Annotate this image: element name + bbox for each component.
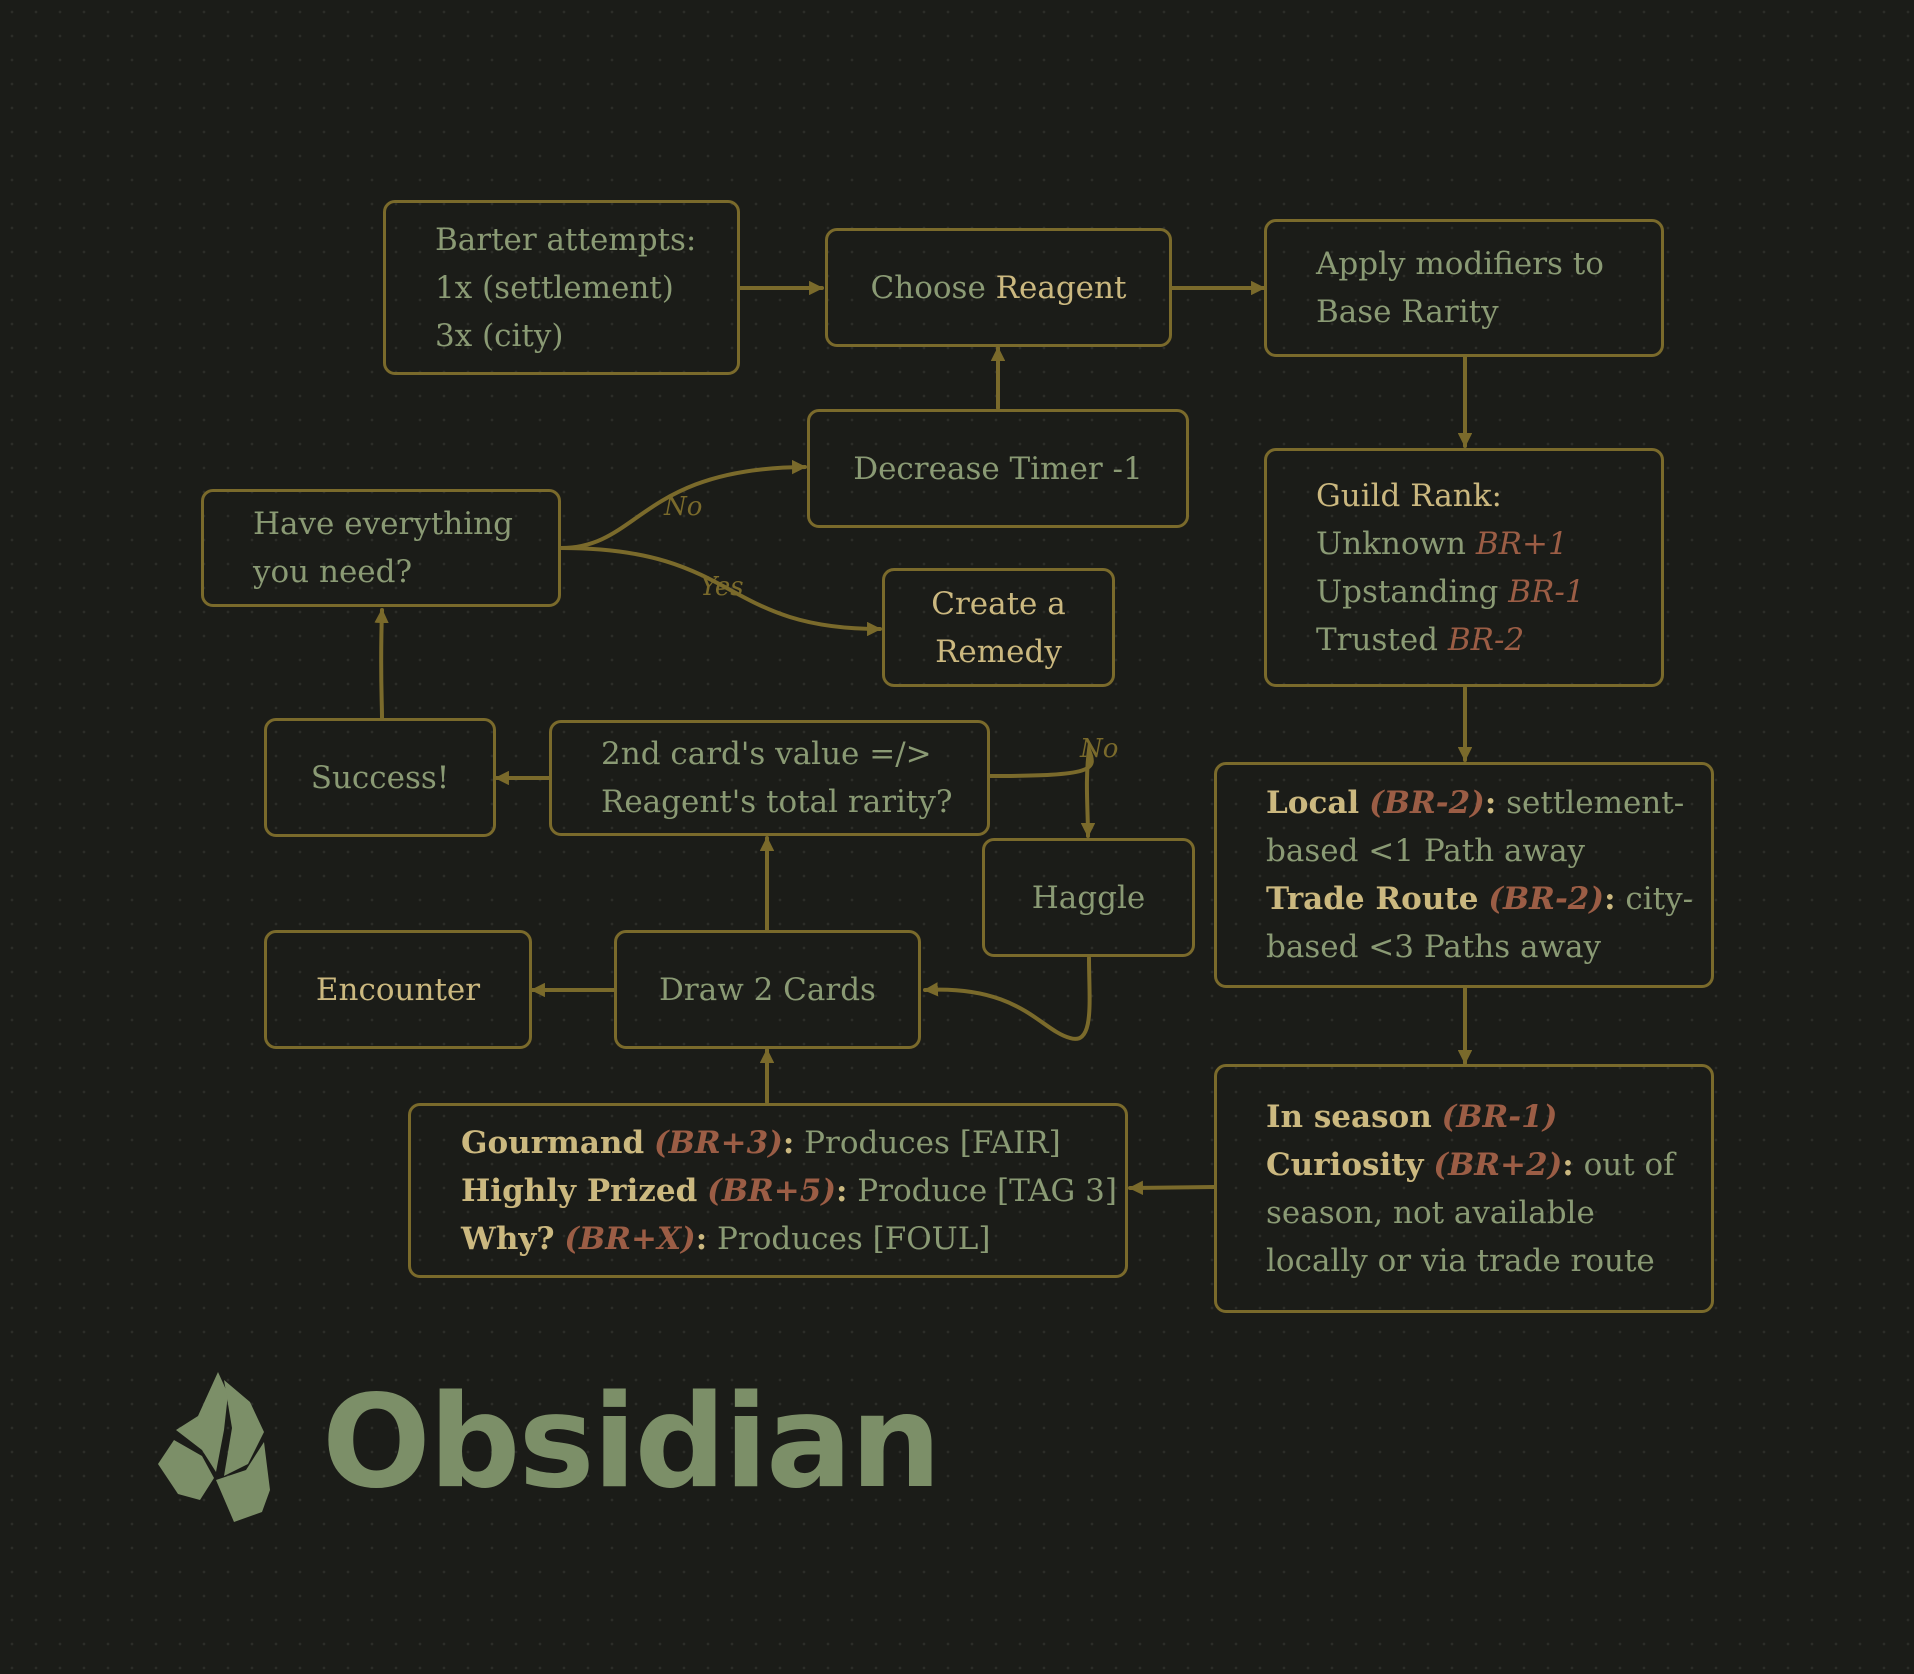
edge-compare-no-to-haggle [988, 742, 1096, 838]
curiosity-line-3: locally or via trade route [1266, 1242, 1655, 1279]
trade-route-line-1: Trade Route (BR-2): city- [1266, 881, 1694, 917]
choose-reagent-label: Choose Reagent [870, 269, 1127, 306]
gourmand-row: Gourmand (BR+3): Produces [FAIR] [461, 1124, 1061, 1161]
apply-modifiers-line-2: Base Rarity [1316, 294, 1499, 330]
local-trade-route-node[interactable]: Local (BR-2): settlement- based <1 Path … [1214, 762, 1714, 988]
gourmand-node[interactable]: Gourmand (BR+3): Produces [FAIR] Highly … [408, 1103, 1128, 1278]
barter-line-3: 3x (city) [435, 317, 564, 354]
guild-rank-title: Guild Rank: [1316, 477, 1502, 514]
compare-value-node[interactable]: 2nd card's value =/> Reagent's total rar… [549, 720, 990, 836]
local-line-2: based <1 Path away [1266, 833, 1586, 869]
encounter-label: Encounter [315, 971, 481, 1008]
choose-reagent-node[interactable]: Choose Reagent [825, 228, 1172, 347]
create-remedy-line-2: Remedy [935, 633, 1062, 670]
guild-rank-item-unknown: Unknown BR+1 [1316, 525, 1568, 562]
barter-attempts-node[interactable]: Barter attempts: 1x (settlement) 3x (cit… [383, 200, 740, 375]
barter-line-1: Barter attempts: [435, 221, 697, 258]
compare-line-1: 2nd card's value =/> [601, 736, 932, 772]
create-remedy-line-1: Create a [931, 585, 1066, 622]
create-remedy-node[interactable]: Create a Remedy [882, 568, 1115, 687]
compare-line-2: Reagent's total rarity? [601, 784, 953, 820]
obsidian-wordmark: Obsidian [322, 1368, 941, 1517]
local-line-1: Local (BR-2): settlement- [1266, 785, 1685, 821]
edge-have-yes-to-remedy [559, 546, 882, 637]
edge-haggle-to-draw [923, 956, 1092, 1041]
apply-modifiers-line-1: Apply modifiers to [1316, 246, 1604, 282]
haggle-node[interactable]: Haggle [982, 838, 1195, 957]
trade-route-line-2: based <3 Paths away [1266, 929, 1601, 965]
apply-modifiers-node[interactable]: Apply modifiers to Base Rarity [1264, 219, 1664, 357]
edge-label-no-timer: No [664, 492, 703, 522]
have-everything-line-1: Have everything [253, 506, 513, 542]
barter-line-2: 1x (settlement) [435, 269, 674, 306]
edge-success-to-have [374, 608, 389, 720]
draw-cards-label: Draw 2 Cards [659, 971, 876, 1008]
edge-have-no-to-timer [559, 459, 807, 550]
obsidian-gem-icon [158, 1372, 270, 1522]
why-row: Why? (BR+X): Produces [FOUL] [461, 1220, 991, 1257]
have-everything-node[interactable]: Have everything you need? [201, 489, 561, 607]
haggle-label: Haggle [1031, 879, 1146, 916]
curiosity-line-2: season, not available [1266, 1194, 1595, 1231]
guild-rank-item-trusted: Trusted BR-2 [1316, 621, 1525, 658]
highly-prized-row: Highly Prized (BR+5): Produce [TAG 3] [461, 1172, 1117, 1209]
decrease-timer-label: Decrease Timer -1 [853, 450, 1143, 487]
edge-label-yes-remedy: Yes [700, 572, 744, 602]
guild-rank-node[interactable]: Guild Rank: Unknown BR+1 Upstanding BR-1… [1264, 448, 1664, 687]
guild-rank-item-upstanding: Upstanding BR-1 [1316, 573, 1585, 610]
decrease-timer-node[interactable]: Decrease Timer -1 [807, 409, 1189, 528]
draw-cards-node[interactable]: Draw 2 Cards [614, 930, 921, 1049]
edge-season-to-gourmand [1128, 1180, 1216, 1196]
success-node[interactable]: Success! [264, 718, 496, 837]
season-curiosity-node[interactable]: In season (BR-1) Curiosity (BR+2): out o… [1214, 1064, 1714, 1313]
have-everything-line-2: you need? [253, 554, 413, 590]
success-label: Success! [310, 759, 450, 796]
encounter-node[interactable]: Encounter [264, 930, 532, 1049]
edge-label-no-haggle: No [1080, 734, 1119, 764]
curiosity-line-1: Curiosity (BR+2): out of [1266, 1146, 1675, 1183]
season-line-1: In season (BR-1) [1266, 1098, 1558, 1135]
